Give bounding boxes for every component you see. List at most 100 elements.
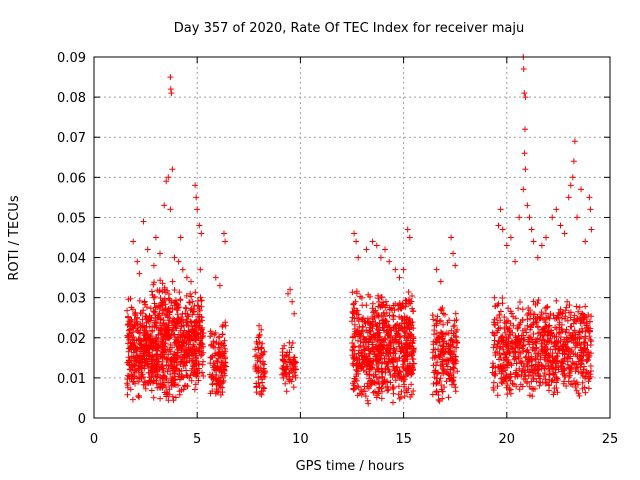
data-point: [585, 311, 592, 318]
data-point: [260, 358, 266, 365]
data-point: [580, 339, 587, 346]
data-point: [176, 289, 183, 296]
data-point: [373, 242, 380, 249]
data-point: [584, 357, 591, 364]
data-point: [363, 246, 370, 253]
data-point: [410, 337, 417, 344]
data-point: [195, 361, 202, 368]
data-point: [521, 150, 528, 157]
data-point: [581, 319, 587, 326]
data-point: [492, 364, 499, 371]
data-point: [134, 327, 141, 334]
data-point: [385, 353, 392, 360]
data-point: [522, 326, 528, 332]
data-point: [196, 348, 203, 355]
data-point: [368, 377, 374, 384]
data-point: [531, 347, 538, 354]
data-point: [150, 294, 157, 301]
data-point: [565, 351, 572, 358]
data-point: [198, 326, 205, 333]
data-point: [169, 278, 176, 285]
data-point: [435, 396, 442, 403]
data-point: [279, 356, 286, 363]
data-point: [401, 383, 408, 390]
data-point: [583, 368, 590, 375]
data-point: [178, 314, 185, 321]
data-point: [374, 366, 381, 372]
data-point: [185, 322, 192, 329]
data-point: [161, 286, 168, 293]
data-point: [157, 395, 164, 402]
data-point: [158, 299, 165, 306]
data-point: [437, 278, 444, 285]
data-point: [142, 385, 149, 392]
data-point: [575, 329, 582, 336]
data-point: [188, 377, 195, 384]
data-point: [528, 378, 535, 385]
data-point: [563, 383, 570, 389]
y-axis-label: ROTI / TECUs: [7, 195, 22, 280]
data-point: [362, 393, 369, 400]
data-point: [396, 395, 403, 402]
data-point: [173, 305, 180, 312]
data-point: [582, 303, 589, 310]
data-point: [127, 339, 134, 346]
data-point: [576, 335, 583, 342]
data-point: [403, 337, 410, 344]
data-point: [562, 373, 569, 380]
data-point: [360, 339, 367, 346]
data-point: [160, 307, 167, 314]
data-point: [433, 320, 440, 327]
data-point: [409, 364, 416, 371]
data-point: [535, 372, 542, 379]
data-point: [551, 339, 558, 346]
data-point: [391, 307, 398, 314]
data-point: [576, 392, 583, 399]
data-point: [378, 294, 385, 301]
data-point: [218, 368, 225, 375]
data-point: [255, 380, 262, 387]
data-point: [148, 387, 155, 394]
data-point: [534, 300, 541, 307]
data-point: [505, 338, 512, 345]
data-point: [544, 331, 551, 338]
data-point: [260, 367, 267, 374]
data-point: [183, 319, 189, 326]
data-point: [165, 314, 172, 321]
data-point: [377, 333, 383, 340]
data-point: [197, 339, 204, 346]
data-point: [378, 349, 385, 356]
data-point: [401, 313, 408, 320]
data-point: [534, 254, 541, 261]
data-point: [135, 393, 142, 400]
data-point: [435, 346, 442, 353]
x-tick-label: 20: [499, 432, 516, 447]
y-tick-label: 0.05: [57, 211, 86, 226]
data-point: [556, 309, 563, 316]
data-point: [448, 234, 455, 241]
data-point: [564, 344, 571, 351]
data-point: [166, 386, 173, 393]
data-point: [437, 329, 444, 336]
data-point: [179, 266, 186, 273]
data-point: [554, 375, 560, 382]
data-point: [431, 374, 438, 381]
data-point: [253, 338, 260, 345]
data-point: [135, 365, 142, 372]
data-point: [511, 356, 518, 363]
data-point: [520, 186, 527, 193]
data-point: [517, 359, 524, 366]
data-point: [517, 299, 523, 305]
data-point: [540, 333, 547, 339]
data-point: [550, 365, 557, 372]
data-point: [141, 356, 148, 363]
data-point: [520, 348, 527, 354]
data-point: [575, 368, 582, 375]
data-point: [450, 360, 457, 367]
data-point: [170, 376, 177, 383]
data-point: [575, 308, 582, 315]
x-tick-label: 5: [193, 432, 201, 447]
data-point: [374, 322, 381, 328]
data-points: [124, 54, 595, 407]
data-point: [209, 373, 215, 380]
